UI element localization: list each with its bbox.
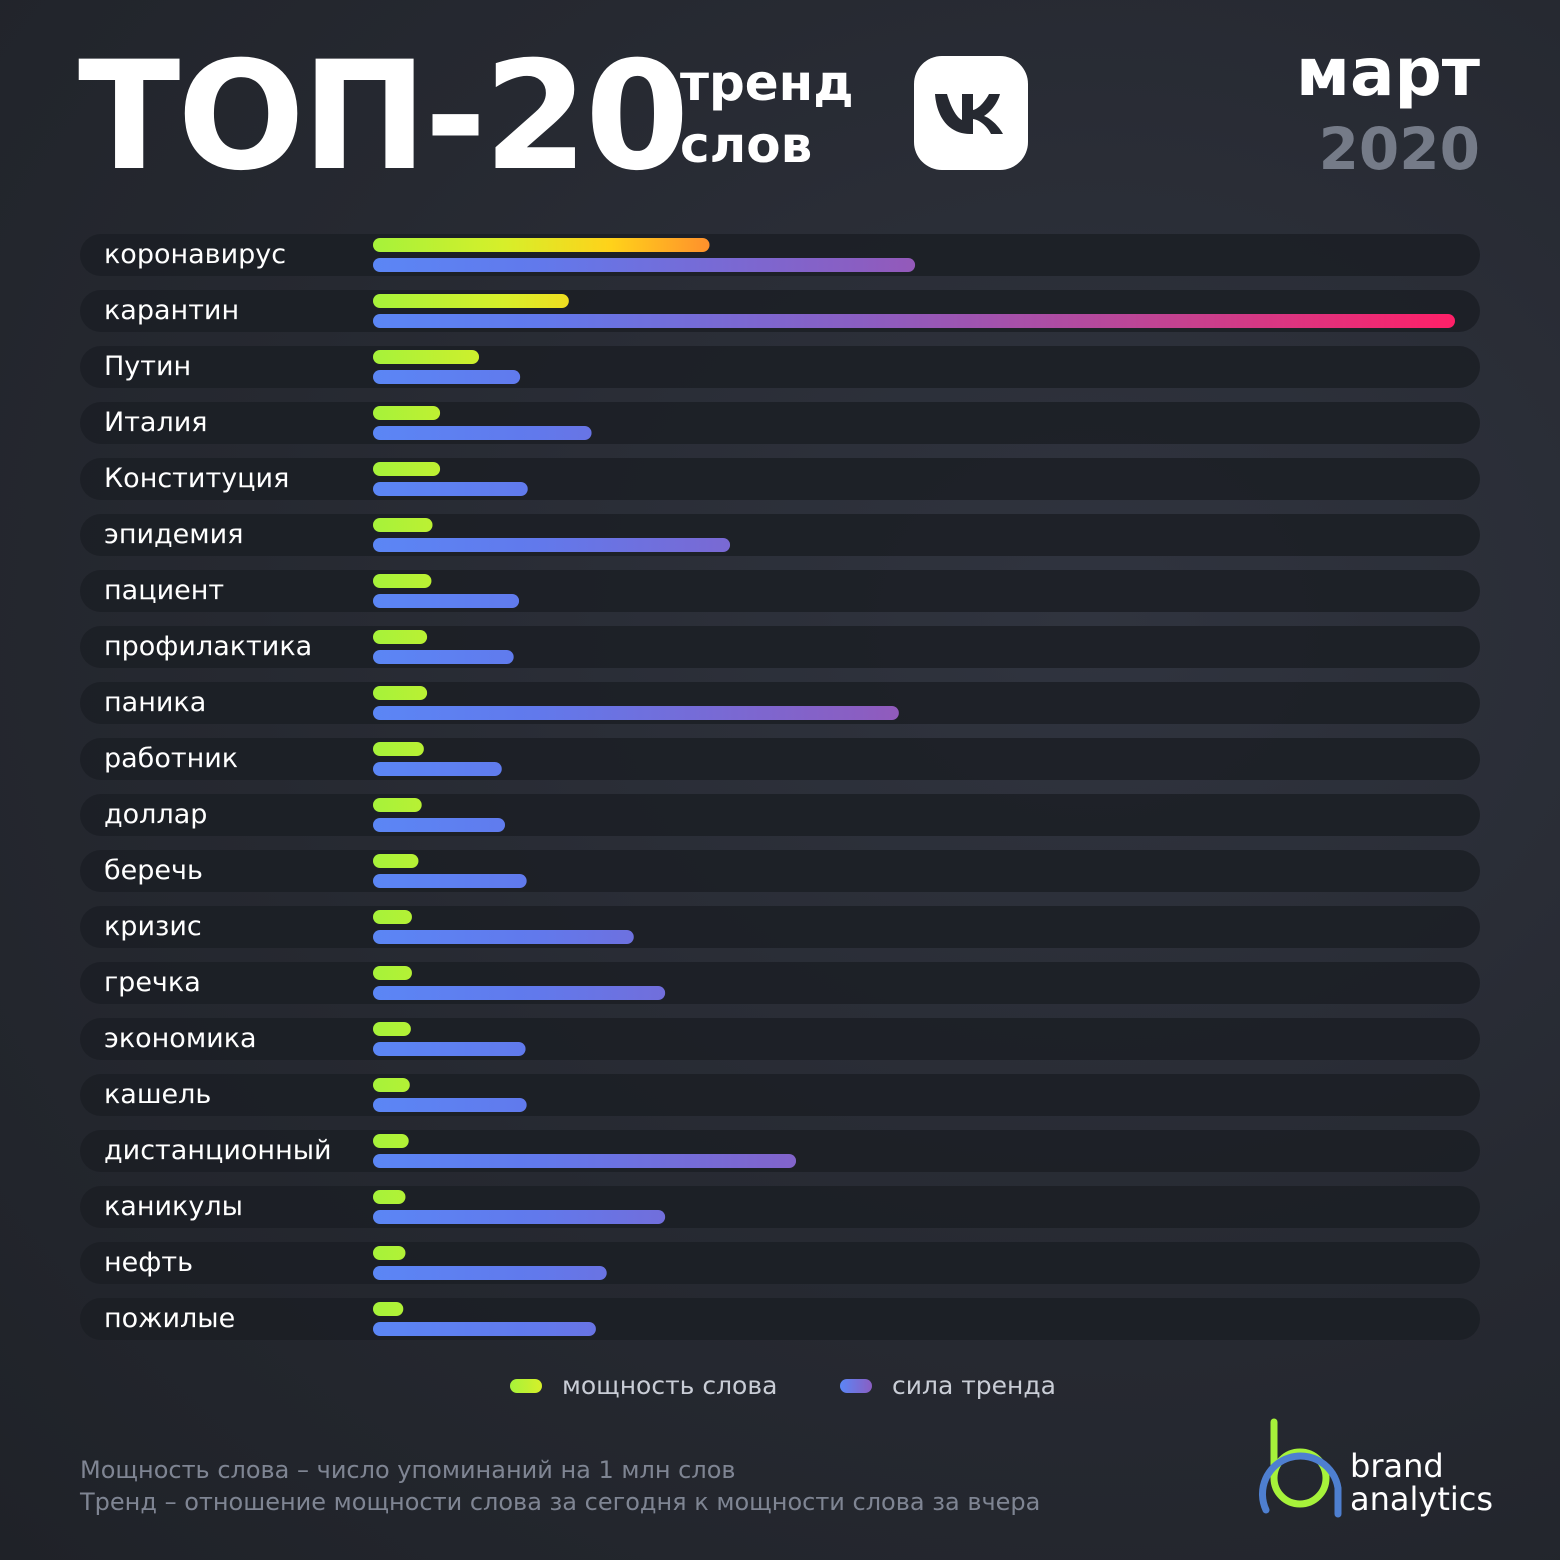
bar-trend bbox=[373, 1210, 666, 1224]
row-background bbox=[80, 346, 1480, 388]
bar-power bbox=[373, 630, 428, 644]
subtitle-line-2: слов bbox=[680, 116, 813, 174]
bar-trend bbox=[373, 370, 521, 384]
bar-power bbox=[373, 518, 433, 532]
row-background bbox=[80, 962, 1480, 1004]
footnote-trend: Тренд – отношение мощности слова за сего… bbox=[80, 1488, 1041, 1516]
category-label: карантин bbox=[104, 295, 239, 326]
legend-label-power: мощность слова bbox=[562, 1371, 778, 1400]
bar-trend bbox=[373, 874, 527, 888]
footnotes: Мощность слова – число упоминаний на 1 м… bbox=[80, 1454, 1040, 1518]
bar-trend bbox=[373, 706, 899, 720]
row-background bbox=[80, 794, 1480, 836]
row-background bbox=[80, 1298, 1480, 1340]
bar-power bbox=[373, 966, 412, 980]
bar-trend bbox=[373, 986, 666, 1000]
footnote-power: Мощность слова – число упоминаний на 1 м… bbox=[80, 1456, 736, 1484]
bar-chart: коронавирус карантин Путин Италия Конституци… bbox=[80, 234, 1480, 1340]
month-label: март bbox=[1296, 34, 1480, 111]
category-label: пациент bbox=[104, 575, 224, 606]
bar-trend bbox=[373, 818, 506, 832]
category-label: дистанционный bbox=[104, 1135, 332, 1166]
bar-power bbox=[373, 686, 428, 700]
category-label: кашель bbox=[104, 1079, 211, 1110]
row-background bbox=[80, 1074, 1480, 1116]
bar-power bbox=[373, 462, 441, 476]
bar-power bbox=[373, 1134, 409, 1148]
bar-power bbox=[373, 574, 432, 588]
category-label: Италия bbox=[104, 407, 208, 438]
category-label: нефть bbox=[104, 1247, 193, 1278]
bar-trend bbox=[373, 762, 502, 776]
category-label: каникулы bbox=[104, 1191, 243, 1222]
bar-power bbox=[373, 742, 424, 756]
bar-trend bbox=[373, 930, 634, 944]
bar-trend bbox=[373, 482, 528, 496]
row-background bbox=[80, 402, 1480, 444]
row-background bbox=[80, 906, 1480, 948]
bar-power bbox=[373, 406, 441, 420]
category-label: кризис bbox=[104, 911, 202, 942]
vk-logo-icon bbox=[914, 56, 1028, 170]
bar-trend bbox=[373, 314, 1455, 328]
bar-power bbox=[373, 1302, 404, 1316]
brand-analytics-logo-icon bbox=[1259, 1418, 1342, 1518]
bar-power bbox=[373, 294, 569, 308]
legend-label-trend: сила тренда bbox=[892, 1371, 1057, 1400]
bar-power bbox=[373, 798, 422, 812]
bar-power bbox=[373, 1022, 411, 1036]
year-label: 2020 bbox=[1318, 115, 1480, 183]
row-background bbox=[80, 458, 1480, 500]
bar-power bbox=[373, 1246, 406, 1260]
category-label: пожилые bbox=[104, 1303, 235, 1334]
bar-trend bbox=[373, 1098, 527, 1112]
legend-swatch-trend bbox=[840, 1378, 872, 1393]
category-label: Конституция bbox=[104, 463, 289, 494]
row-background bbox=[80, 570, 1480, 612]
bar-trend bbox=[373, 258, 916, 272]
brand-line-2: analytics bbox=[1350, 1480, 1494, 1518]
bar-trend bbox=[373, 1266, 607, 1280]
bar-power bbox=[373, 238, 710, 252]
row-background bbox=[80, 1242, 1480, 1284]
bar-power bbox=[373, 350, 480, 364]
bar-power bbox=[373, 910, 412, 924]
bar-trend bbox=[373, 594, 520, 608]
bar-trend bbox=[373, 650, 514, 664]
bar-power bbox=[373, 1190, 406, 1204]
bar-trend bbox=[373, 1154, 797, 1168]
legend-swatch-power bbox=[510, 1378, 542, 1393]
category-label: экономика bbox=[104, 1023, 257, 1054]
row-background bbox=[80, 1186, 1480, 1228]
bar-trend bbox=[373, 1042, 526, 1056]
category-label: доллар bbox=[104, 799, 207, 830]
category-label: эпидемия bbox=[104, 519, 243, 550]
page-subtitle: тренд слов bbox=[680, 52, 854, 176]
legend-item-trend: сила тренда bbox=[840, 1371, 1056, 1400]
bar-trend bbox=[373, 426, 592, 440]
bar-power bbox=[373, 1078, 410, 1092]
category-label: Путин bbox=[104, 351, 191, 382]
bar-power bbox=[373, 854, 419, 868]
row-background bbox=[80, 514, 1480, 556]
row-background bbox=[80, 738, 1480, 780]
category-label: паника bbox=[104, 687, 206, 718]
subtitle-line-1: тренд bbox=[680, 54, 854, 112]
chart-legend: мощность слова сила тренда bbox=[0, 1371, 1560, 1403]
bar-trend bbox=[373, 1322, 596, 1336]
bar-trend bbox=[373, 538, 731, 552]
category-label: работник bbox=[104, 743, 238, 774]
category-label: коронавирус bbox=[104, 239, 286, 270]
row-background bbox=[80, 850, 1480, 892]
category-label: профилактика bbox=[104, 631, 312, 662]
page-title: ТОП-20 bbox=[78, 30, 689, 204]
category-label: беречь bbox=[104, 855, 203, 886]
brand-name: brand analytics bbox=[1350, 1450, 1493, 1516]
legend-item-power: мощность слова bbox=[510, 1371, 777, 1400]
brand-line-1: brand bbox=[1350, 1447, 1444, 1485]
row-background bbox=[80, 1018, 1480, 1060]
category-label: гречка bbox=[104, 967, 201, 998]
